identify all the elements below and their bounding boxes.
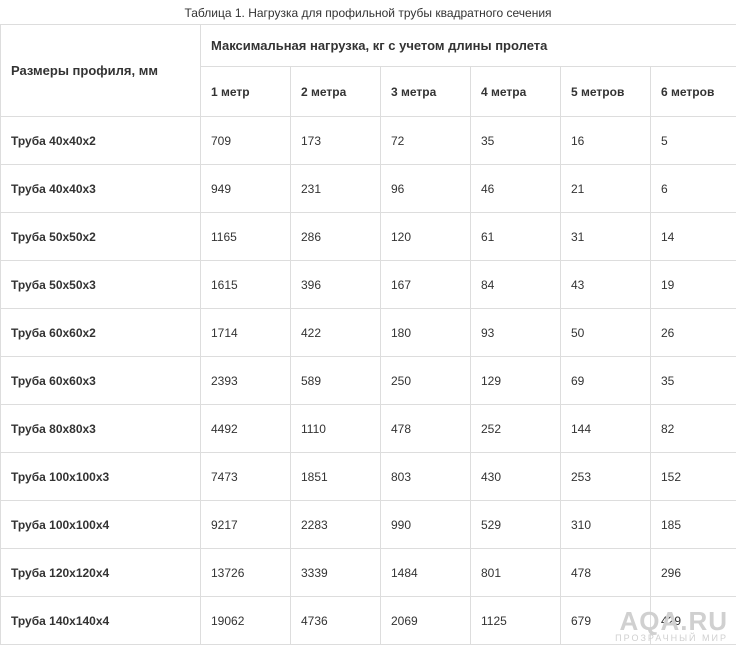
cell-value: 2069 xyxy=(381,597,471,645)
cell-value: 93 xyxy=(471,309,561,357)
cell-value: 5 xyxy=(651,117,736,165)
col-header-load-span: Максимальная нагрузка, кг с учетом длины… xyxy=(201,25,736,67)
cell-value: 252 xyxy=(471,405,561,453)
cell-value: 430 xyxy=(471,453,561,501)
col-header-span-5: 5 метров xyxy=(561,67,651,117)
row-label: Труба 120х120х4 xyxy=(1,549,201,597)
cell-value: 82 xyxy=(651,405,736,453)
cell-value: 43 xyxy=(561,261,651,309)
row-label: Труба 40х40х2 xyxy=(1,117,201,165)
table-caption: Таблица 1. Нагрузка для профильной трубы… xyxy=(0,0,736,24)
cell-value: 129 xyxy=(471,357,561,405)
table-row: Труба 50х50х31615396167844319 xyxy=(1,261,736,309)
row-label: Труба 100х100х3 xyxy=(1,453,201,501)
table-row: Труба 140х140х419062473620691125679429 xyxy=(1,597,736,645)
cell-value: 84 xyxy=(471,261,561,309)
table-row: Труба 40х40х27091737235165 xyxy=(1,117,736,165)
cell-value: 478 xyxy=(561,549,651,597)
col-header-span-1: 1 метр xyxy=(201,67,291,117)
cell-value: 50 xyxy=(561,309,651,357)
cell-value: 803 xyxy=(381,453,471,501)
col-header-span-2: 2 метра xyxy=(291,67,381,117)
cell-value: 16 xyxy=(561,117,651,165)
cell-value: 31 xyxy=(561,213,651,261)
cell-value: 26 xyxy=(651,309,736,357)
cell-value: 296 xyxy=(651,549,736,597)
cell-value: 1484 xyxy=(381,549,471,597)
col-header-span-3: 3 метра xyxy=(381,67,471,117)
cell-value: 949 xyxy=(201,165,291,213)
cell-value: 709 xyxy=(201,117,291,165)
cell-value: 180 xyxy=(381,309,471,357)
cell-value: 310 xyxy=(561,501,651,549)
table-row: Труба 60х60х323935892501296935 xyxy=(1,357,736,405)
cell-value: 1615 xyxy=(201,261,291,309)
table-row: Труба 80х80х34492111047825214482 xyxy=(1,405,736,453)
row-label: Труба 50х50х2 xyxy=(1,213,201,261)
cell-value: 1165 xyxy=(201,213,291,261)
row-label: Труба 40х40х3 xyxy=(1,165,201,213)
cell-value: 120 xyxy=(381,213,471,261)
row-label: Труба 100х100х4 xyxy=(1,501,201,549)
cell-value: 152 xyxy=(651,453,736,501)
cell-value: 3339 xyxy=(291,549,381,597)
cell-value: 35 xyxy=(651,357,736,405)
table-row: Труба 100х100х492172283990529310185 xyxy=(1,501,736,549)
cell-value: 4736 xyxy=(291,597,381,645)
col-header-span-6: 6 метров xyxy=(651,67,736,117)
cell-value: 185 xyxy=(651,501,736,549)
cell-value: 253 xyxy=(561,453,651,501)
cell-value: 173 xyxy=(291,117,381,165)
cell-value: 422 xyxy=(291,309,381,357)
cell-value: 9217 xyxy=(201,501,291,549)
table-row: Труба 120х120х41372633391484801478296 xyxy=(1,549,736,597)
cell-value: 35 xyxy=(471,117,561,165)
cell-value: 96 xyxy=(381,165,471,213)
cell-value: 990 xyxy=(381,501,471,549)
cell-value: 2393 xyxy=(201,357,291,405)
table-row: Труба 40х40х39492319646216 xyxy=(1,165,736,213)
cell-value: 1851 xyxy=(291,453,381,501)
cell-value: 61 xyxy=(471,213,561,261)
cell-value: 1125 xyxy=(471,597,561,645)
row-label: Труба 140х140х4 xyxy=(1,597,201,645)
table-row: Труба 50х50х21165286120613114 xyxy=(1,213,736,261)
cell-value: 7473 xyxy=(201,453,291,501)
cell-value: 21 xyxy=(561,165,651,213)
cell-value: 1110 xyxy=(291,405,381,453)
col-header-profile: Размеры профиля, мм xyxy=(1,25,201,117)
row-label: Труба 60х60х2 xyxy=(1,309,201,357)
cell-value: 231 xyxy=(291,165,381,213)
cell-value: 46 xyxy=(471,165,561,213)
cell-value: 2283 xyxy=(291,501,381,549)
cell-value: 167 xyxy=(381,261,471,309)
cell-value: 6 xyxy=(651,165,736,213)
cell-value: 4492 xyxy=(201,405,291,453)
load-table: Размеры профиля, мм Максимальная нагрузк… xyxy=(0,24,736,645)
row-label: Труба 60х60х3 xyxy=(1,357,201,405)
cell-value: 144 xyxy=(561,405,651,453)
cell-value: 72 xyxy=(381,117,471,165)
cell-value: 801 xyxy=(471,549,561,597)
table-row: Труба 100х100х374731851803430253152 xyxy=(1,453,736,501)
cell-value: 69 xyxy=(561,357,651,405)
col-header-span-4: 4 метра xyxy=(471,67,561,117)
cell-value: 679 xyxy=(561,597,651,645)
cell-value: 529 xyxy=(471,501,561,549)
cell-value: 429 xyxy=(651,597,736,645)
cell-value: 286 xyxy=(291,213,381,261)
cell-value: 589 xyxy=(291,357,381,405)
cell-value: 19062 xyxy=(201,597,291,645)
row-label: Труба 80х80х3 xyxy=(1,405,201,453)
table-row: Труба 60х60х21714422180935026 xyxy=(1,309,736,357)
cell-value: 396 xyxy=(291,261,381,309)
cell-value: 250 xyxy=(381,357,471,405)
cell-value: 1714 xyxy=(201,309,291,357)
cell-value: 14 xyxy=(651,213,736,261)
cell-value: 19 xyxy=(651,261,736,309)
cell-value: 13726 xyxy=(201,549,291,597)
cell-value: 478 xyxy=(381,405,471,453)
row-label: Труба 50х50х3 xyxy=(1,261,201,309)
